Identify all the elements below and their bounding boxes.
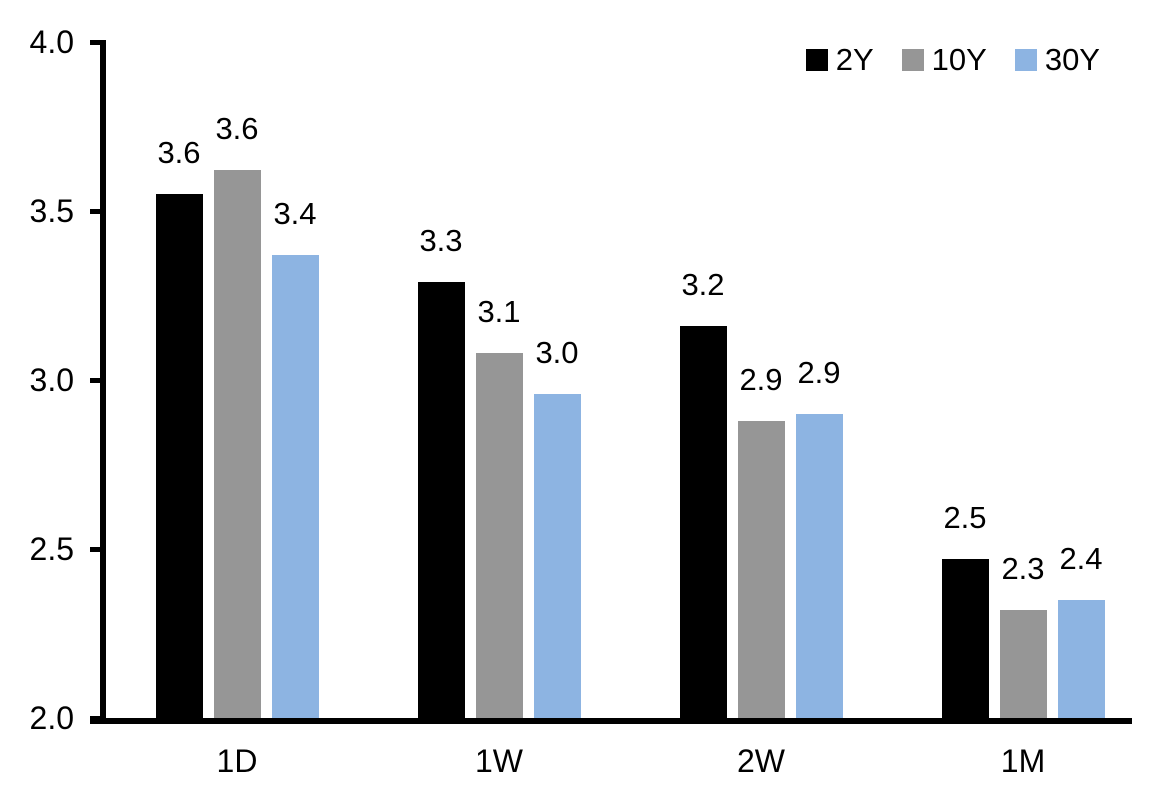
bar-30y-1d <box>271 254 319 718</box>
bar-value-label: 2.3 <box>1001 550 1045 586</box>
y-axis-tick-label: 4.0 <box>29 24 74 60</box>
x-axis-category-label: 1W <box>475 743 523 779</box>
y-axis-tick <box>90 547 100 552</box>
bar-value-label: 3.0 <box>535 334 579 370</box>
bar-value-label: 3.2 <box>681 266 725 302</box>
y-axis-tick-label: 3.0 <box>29 362 74 398</box>
legend-item-2y: 2Y <box>805 42 874 77</box>
bar-2y-1w <box>417 281 465 718</box>
bar-10y-2w <box>737 420 785 718</box>
x-axis-category-label: 1M <box>1000 743 1046 779</box>
bar-value-label: 3.1 <box>477 293 521 329</box>
x-axis-category-label: 2W <box>737 743 785 779</box>
bar-value-label: 3.6 <box>215 111 259 147</box>
y-axis-tick-label: 2.0 <box>29 700 74 736</box>
bar-value-label: 3.4 <box>273 195 317 231</box>
bar-10y-1m <box>999 609 1047 718</box>
bar-value-label: 3.3 <box>419 222 463 258</box>
bar-value-label: 2.4 <box>1059 540 1103 576</box>
y-axis-tick <box>90 40 100 45</box>
bar-value-label: 2.5 <box>943 500 987 536</box>
bar-30y-2w <box>795 413 843 718</box>
y-axis-line <box>100 40 106 724</box>
legend-swatch <box>901 49 924 71</box>
legend-item-10y: 10Y <box>901 42 987 77</box>
bar-30y-1w <box>533 393 581 718</box>
bar-2y-2w <box>679 325 727 718</box>
bar-10y-1w <box>475 352 523 718</box>
legend-swatch <box>805 49 828 71</box>
x-axis-line <box>90 718 1132 724</box>
bar-30y-1m <box>1057 599 1105 718</box>
legend-label: 10Y <box>931 42 987 77</box>
y-axis-tick-label: 3.5 <box>29 193 74 229</box>
y-axis-tick-label: 2.5 <box>29 531 74 567</box>
bar-2y-1m <box>941 559 989 718</box>
chart-legend: 2Y 10Y 30Y <box>805 42 1100 77</box>
bar-value-label: 2.9 <box>739 361 783 397</box>
legend-label: 30Y <box>1044 42 1100 77</box>
bar-value-label: 3.6 <box>157 135 201 171</box>
y-axis-tick <box>90 378 100 383</box>
bar-2y-1d <box>155 194 203 718</box>
legend-swatch <box>1014 49 1037 71</box>
bar-10y-1d <box>213 170 261 718</box>
legend-label: 2Y <box>835 42 874 77</box>
bar-value-label: 2.9 <box>797 354 841 390</box>
y-axis-tick <box>90 209 100 214</box>
y-axis-tick <box>90 716 100 721</box>
legend-item-30y: 30Y <box>1014 42 1100 77</box>
x-axis-category-label: 1D <box>216 743 258 779</box>
